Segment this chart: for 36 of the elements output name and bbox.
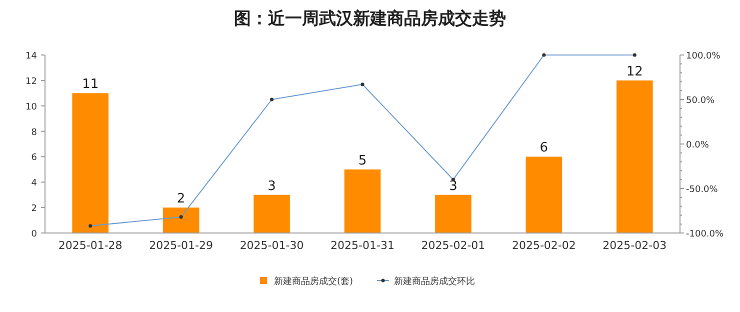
- x-tick-label: 2025-01-31: [330, 239, 394, 252]
- bar: [344, 169, 381, 233]
- y-tick-label: 6: [31, 153, 38, 164]
- bar: [72, 93, 108, 233]
- x-tick-label: 2025-01-29: [149, 239, 214, 252]
- y2-tick-label: 0.0%: [686, 140, 710, 150]
- y-tick-label: 10: [26, 102, 38, 112]
- y-tick-label: 4: [31, 178, 38, 189]
- y-tick-label: 12: [26, 76, 37, 87]
- data-label: 6: [540, 140, 548, 156]
- bar: [435, 194, 472, 233]
- y2-tick-label: 50.0%: [686, 96, 716, 106]
- y-tick-label: 14: [26, 52, 38, 62]
- chart-title: 图：近一周武汉新建商品房成交走势: [234, 9, 506, 29]
- data-label: 5: [358, 153, 367, 168]
- x-tick-label: 2025-02-01: [421, 239, 486, 252]
- bar: [616, 80, 653, 233]
- x-tick-label: 2025-02-03: [602, 239, 667, 252]
- y-tick-label: 8: [31, 128, 38, 138]
- y-tick-label: 2: [31, 204, 37, 214]
- y-tick-label: 0: [31, 230, 38, 240]
- bar: [162, 208, 200, 233]
- x-tick-label: 2025-01-30: [240, 239, 304, 252]
- bar: [526, 156, 562, 233]
- x-tick-label: 2025-01-28: [58, 239, 122, 252]
- y2-tick-label: 100.0%: [686, 52, 721, 62]
- data-label: 3: [268, 178, 276, 194]
- legend-label: 新建商品房成交(套): [274, 276, 354, 287]
- legend-label: 新建商品房成交环比: [394, 276, 475, 287]
- data-label: 11: [82, 77, 99, 92]
- bar: [254, 194, 290, 233]
- data-label: 2: [176, 192, 186, 207]
- data-label: 12: [626, 64, 643, 80]
- x-tick-label: 2025-02-02: [512, 239, 576, 252]
- y2-tick-label: -50.0%: [686, 185, 718, 195]
- y2-tick-label: -100.0%: [686, 230, 724, 240]
